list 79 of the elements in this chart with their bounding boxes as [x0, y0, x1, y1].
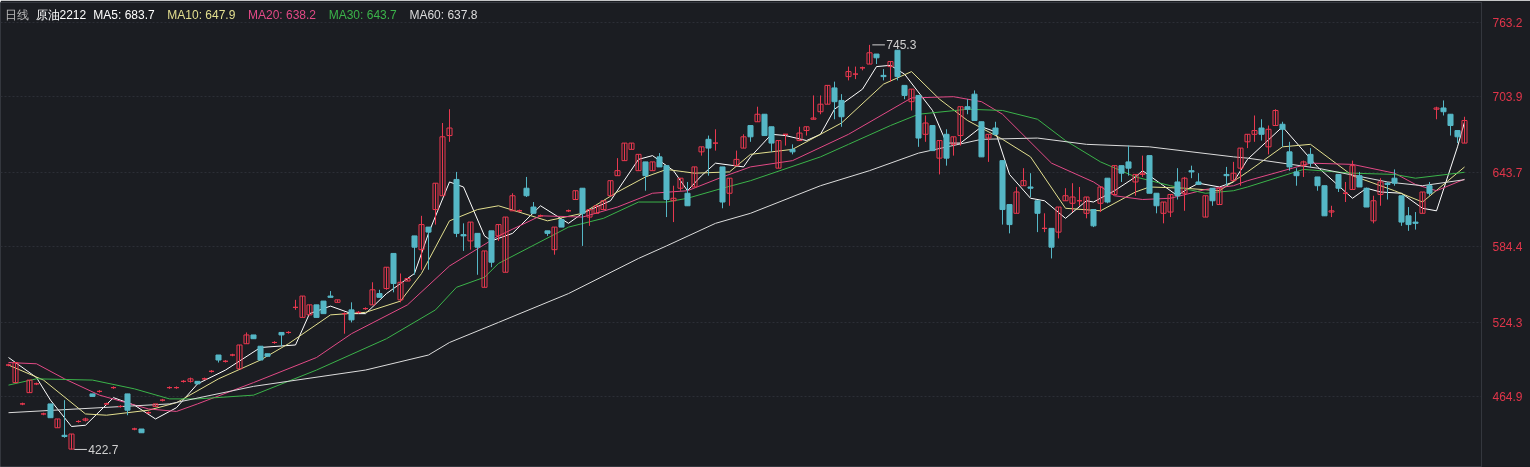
candlestick	[1202, 195, 1209, 218]
candlestick	[1223, 166, 1230, 187]
candlestick	[1230, 161, 1237, 182]
candlestick	[397, 273, 404, 303]
candlestick	[1419, 191, 1426, 214]
candlestick	[1377, 177, 1384, 207]
candlestick	[1013, 186, 1020, 214]
candlestick	[1279, 121, 1286, 148]
candlestick	[1307, 147, 1314, 168]
candlestick	[887, 61, 894, 83]
candlestick	[775, 140, 782, 169]
candlestick	[943, 128, 950, 167]
text: MA60: 637.8	[409, 7, 478, 22]
candlestick	[1272, 108, 1279, 127]
text: MA20: 638.2	[248, 7, 317, 22]
candlestick	[1216, 187, 1223, 206]
candlestick	[474, 232, 481, 276]
candlestick	[642, 161, 649, 192]
y-tick-label: 703.9	[1492, 90, 1523, 105]
text: 日线	[4, 7, 29, 22]
candlestick	[467, 221, 474, 251]
candlestick	[369, 281, 376, 306]
candlestick	[1447, 113, 1454, 137]
annotation: 422.7	[88, 442, 119, 457]
candlestick	[551, 226, 558, 256]
candlestick	[1349, 160, 1356, 190]
candlestick	[691, 166, 698, 188]
candlestick	[684, 181, 691, 207]
y-tick-label: 584.4	[1492, 240, 1523, 255]
candlestick	[460, 222, 467, 252]
candlestick	[635, 153, 642, 172]
candlestick	[1265, 125, 1272, 155]
candlestick	[1104, 177, 1111, 204]
text: MA30: 643.7	[328, 7, 398, 22]
candlestick	[1048, 227, 1055, 259]
y-tick-label: 464.9	[1492, 390, 1523, 405]
y-tick-label: 763.2	[1492, 15, 1523, 30]
y-tick-label: 643.7	[1492, 165, 1523, 180]
annotation: 745.3	[886, 38, 917, 53]
candlestick	[446, 108, 453, 143]
candlestick	[1181, 176, 1188, 212]
candlestick	[1461, 116, 1468, 144]
candlestick	[1034, 200, 1041, 233]
candlestick	[985, 133, 992, 163]
candlestick	[1055, 206, 1062, 239]
candlestick	[810, 94, 817, 120]
candlestick	[670, 185, 677, 223]
candlestick	[957, 106, 964, 147]
candlestick	[418, 215, 425, 271]
text: 原油2212	[35, 7, 87, 22]
candlestick	[1111, 165, 1118, 195]
candlestick	[866, 44, 873, 65]
candlestick	[523, 176, 530, 198]
candlestick	[124, 393, 131, 416]
candlestick	[1363, 187, 1370, 208]
candlestick	[1237, 147, 1244, 187]
candlestick	[425, 226, 432, 271]
candlestick	[908, 88, 915, 111]
candlestick	[726, 177, 733, 207]
candlestick	[1097, 186, 1104, 213]
candlestick	[61, 399, 68, 439]
candlestick	[383, 266, 390, 291]
y-tick-label: 524.3	[1492, 315, 1523, 330]
candlestick	[411, 235, 418, 276]
candlestick	[705, 135, 712, 177]
candlestick	[936, 140, 943, 175]
text: MA10: 647.9	[167, 7, 236, 22]
text: MA5: 683.7	[93, 7, 155, 22]
candlestick	[712, 128, 719, 152]
candlestick	[1370, 195, 1377, 224]
candlestick	[1027, 172, 1034, 198]
candlestick	[1286, 141, 1293, 172]
candlestick	[1174, 167, 1181, 201]
candlestick	[481, 250, 488, 288]
candlestick	[1258, 118, 1265, 142]
candlestick	[607, 180, 614, 197]
candlestick	[348, 301, 355, 323]
candlestick	[950, 136, 957, 157]
candlestick	[922, 114, 929, 143]
